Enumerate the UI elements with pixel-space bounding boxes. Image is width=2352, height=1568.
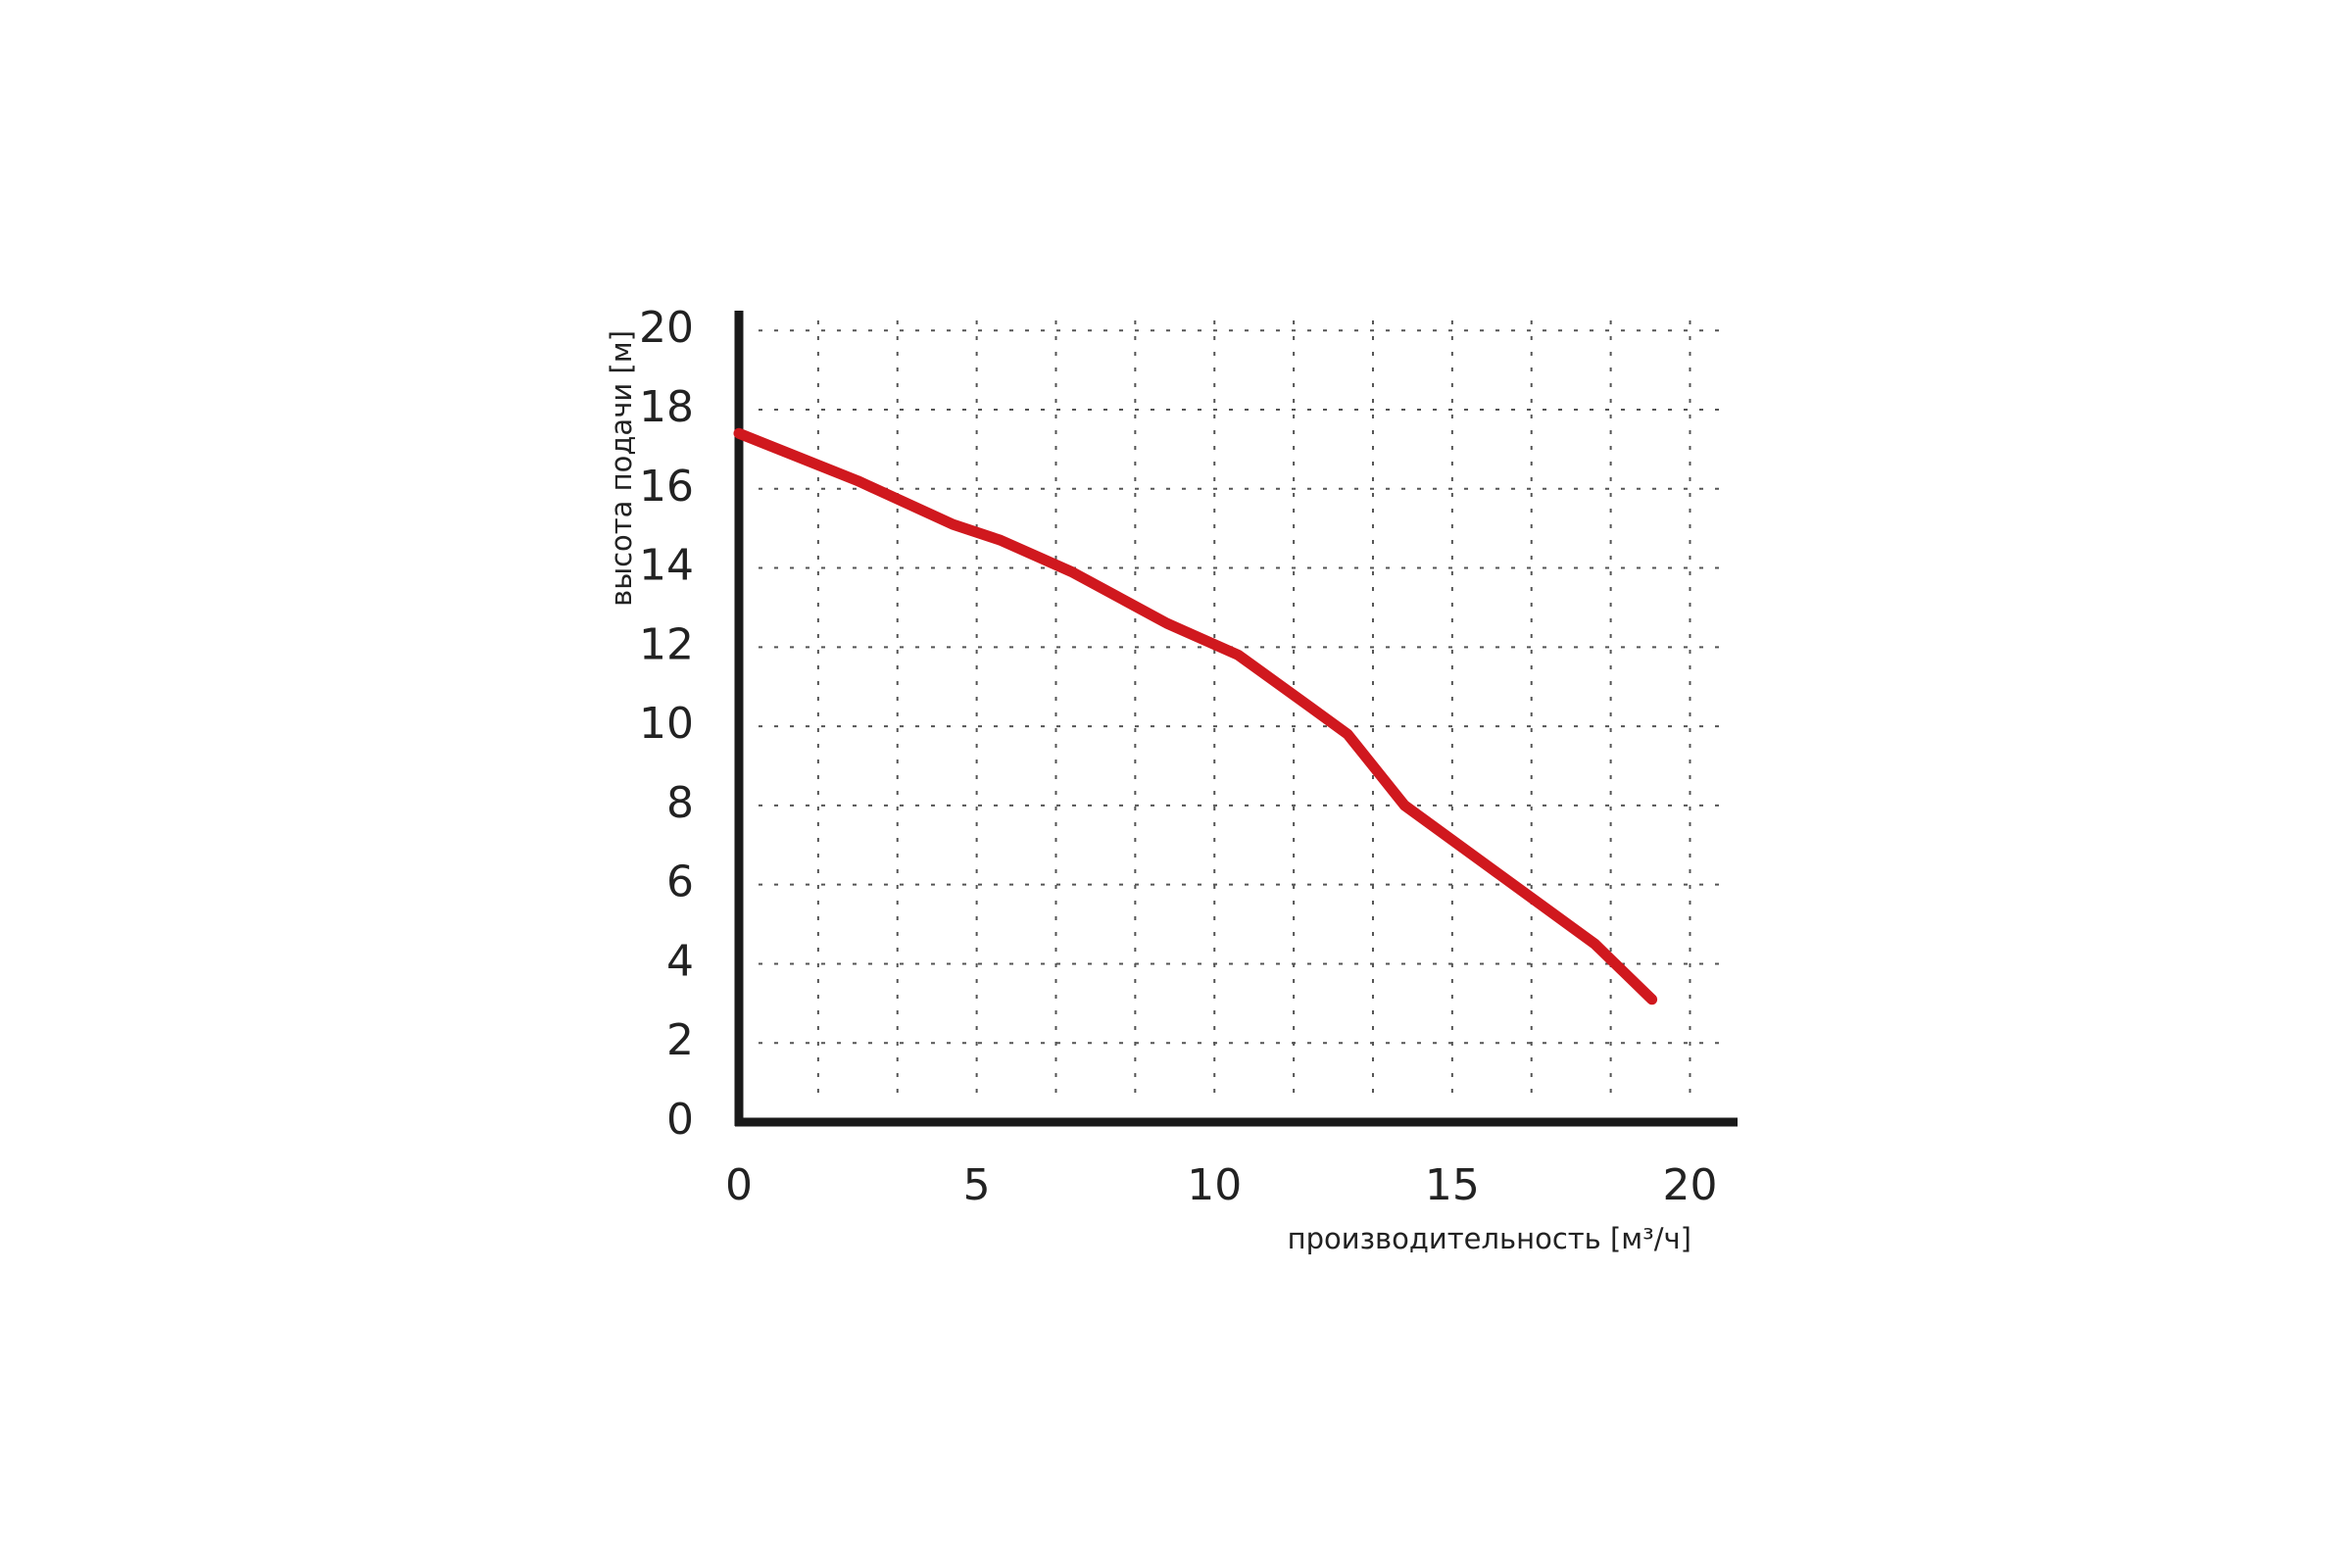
grid <box>759 320 1728 1102</box>
y-tick-label: 16 <box>639 462 694 512</box>
y-axis-label: высота подачи [м] <box>605 330 638 607</box>
x-tick-label: 0 <box>725 1160 753 1210</box>
y-tick-label: 0 <box>666 1095 694 1145</box>
y-tick-label: 20 <box>639 303 694 353</box>
line-series <box>733 427 1658 1005</box>
y-tick-label: 6 <box>666 858 694 907</box>
y-tick-label: 18 <box>639 382 694 432</box>
y-tick-label: 8 <box>666 778 694 828</box>
y-tick-label: 14 <box>639 541 694 591</box>
x-tick-label: 5 <box>963 1160 991 1210</box>
y-tick-label: 4 <box>666 936 694 986</box>
y-tick-label: 2 <box>666 1015 694 1065</box>
y-tick-label: 10 <box>639 699 694 749</box>
y-tick-label: 12 <box>639 619 694 669</box>
x-axis-label: производительность [м³/ч] <box>1288 1222 1691 1255</box>
x-tick-label: 15 <box>1425 1160 1480 1210</box>
x-tick-label: 10 <box>1187 1160 1242 1210</box>
x-tick-label: 20 <box>1662 1160 1717 1210</box>
